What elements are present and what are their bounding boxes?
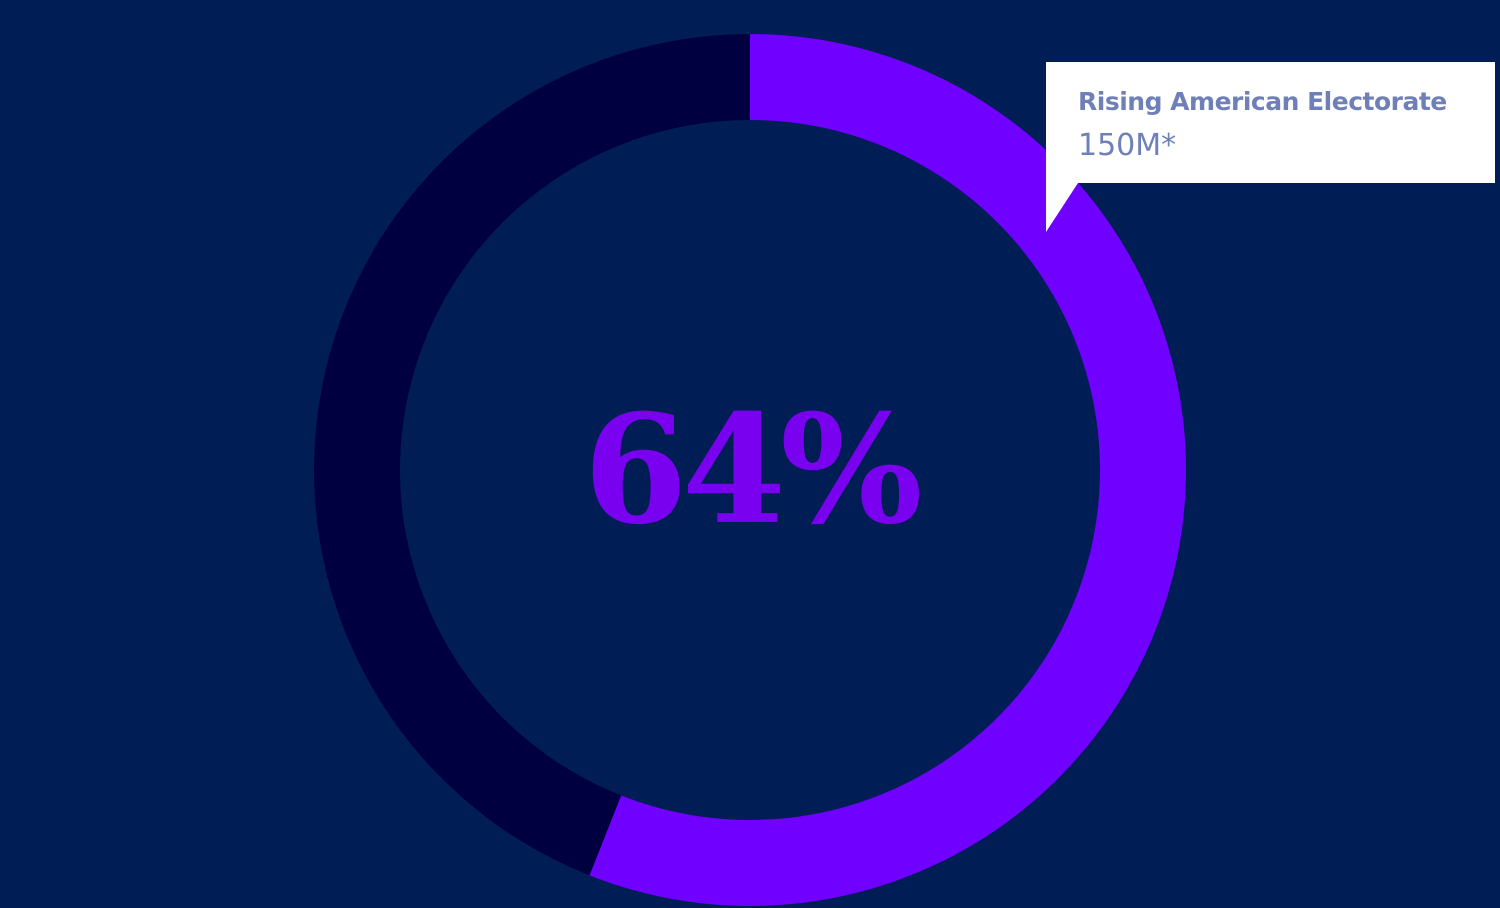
donut-segment (589, 34, 1186, 907)
center-label: 64% (583, 382, 919, 558)
donut (313, 34, 1186, 907)
tooltip: Rising American Electorate 150M* (1046, 62, 1495, 232)
tooltip-box (1046, 62, 1495, 232)
tooltip-title: Rising American Electorate (1078, 87, 1447, 116)
donut-segment (313, 34, 750, 876)
tooltip-text: 150M* (1078, 128, 1176, 163)
